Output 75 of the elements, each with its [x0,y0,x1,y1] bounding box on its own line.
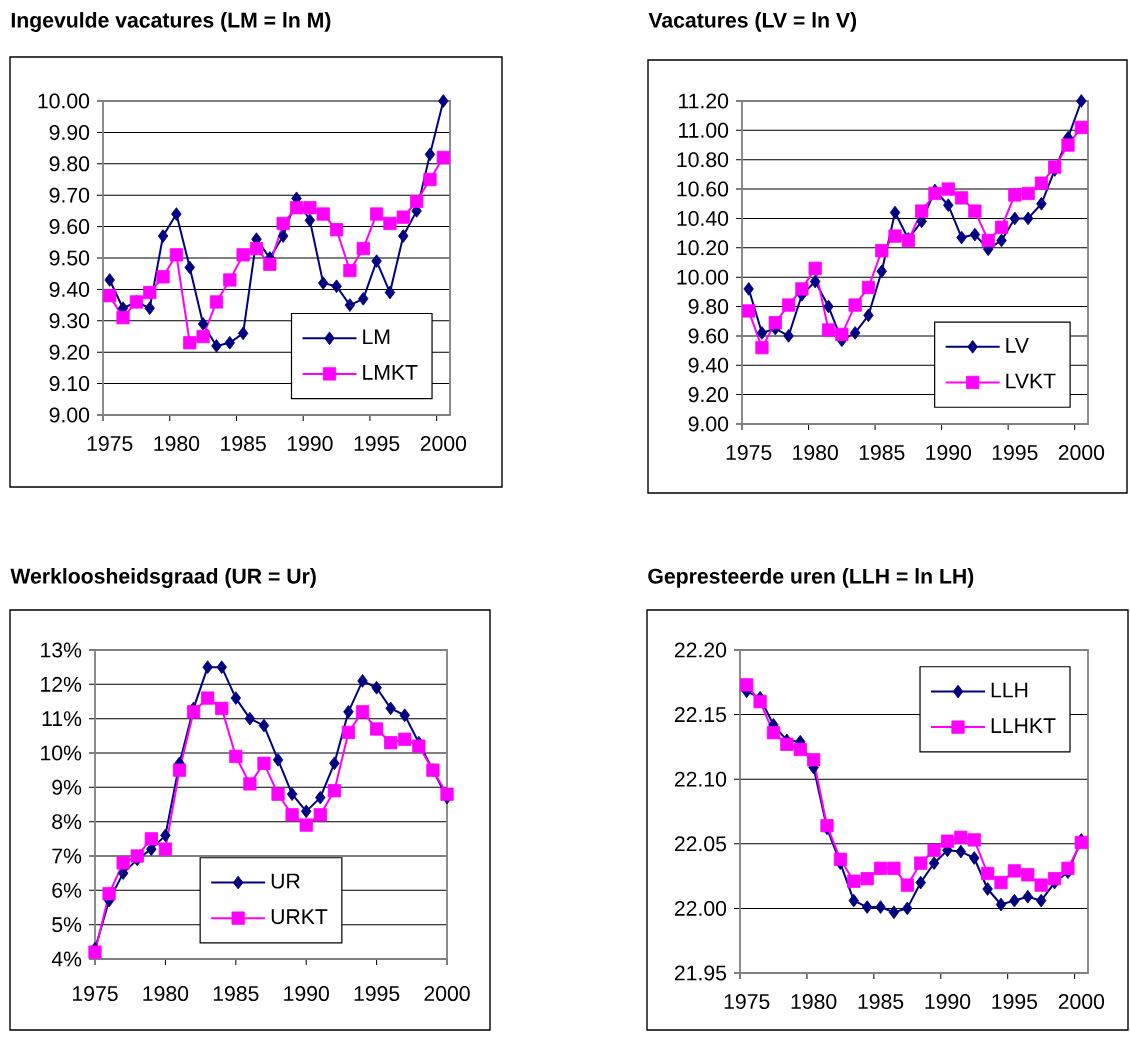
x-tick-label: 1990 [925,994,971,1010]
y-tick-label: 13% [41,642,82,658]
y-tick-label: 9.70 [49,187,90,203]
y-tick-label: 9.30 [49,313,90,329]
chart-title: Werkloosheidsgraad (UR = Ur) [10,568,316,588]
y-tick-label: 9.10 [49,376,90,392]
y-tick-label: 22.05 [674,836,727,852]
x-tick-label: 1975 [73,986,118,1002]
x-tick-label: 1980 [793,445,838,461]
x-tick-label: 1990 [287,436,333,452]
x-tick-label: 1995 [354,986,400,1002]
x-tick-label: 1990 [926,445,972,461]
legend-label: LMKT [363,365,418,380]
legend-label: URKT [271,909,328,925]
y-tick-label: 10.00 [38,93,90,109]
y-tick-label: 22.15 [674,707,727,723]
y-tick-label: 4% [51,951,82,967]
legend-label: LM [363,329,390,345]
x-tick-label: 1995 [354,436,400,452]
y-tick-label: 9.50 [49,250,90,266]
x-tick-label: 2000 [424,986,470,1002]
y-tick-label: 11% [42,711,82,727]
x-tick-label: 1975 [726,445,772,461]
y-tick-label: 11.00 [679,122,729,138]
y-tick-label: 9.20 [49,344,90,360]
x-tick-label: 1995 [992,994,1038,1010]
y-tick-label: 22.20 [674,642,727,658]
x-tick-label: 2000 [1058,994,1105,1010]
y-tick-label: 9.80 [49,156,90,172]
y-tick-label: 9.00 [688,416,729,432]
x-tick-label: 1975 [87,436,133,452]
y-tick-label: 5% [52,917,82,933]
y-tick-label: 9.60 [49,219,90,235]
y-tick-label: 22.10 [674,771,727,787]
legend-label: LLH [991,682,1028,698]
legend-label: UR [271,873,300,889]
y-tick-label: 9% [52,779,82,795]
y-tick-label: 21.95 [674,965,727,981]
chart-title: Vacatures (LV = ln V) [648,12,857,32]
x-tick-label: 1985 [221,436,266,452]
x-tick-label: 1985 [859,445,905,461]
legend-label: LVKT [1006,373,1056,389]
chart-title: Ingevulde vacatures (LM = ln M) [11,12,331,32]
y-tick-label: 10% [41,745,82,761]
y-tick-label: 10.60 [677,181,729,197]
x-tick-label: 1985 [858,994,904,1010]
y-tick-label: 9.40 [49,281,90,297]
x-tick-label: 2000 [420,436,467,452]
y-tick-label: 9.90 [49,124,90,140]
y-tick-label: 10.40 [677,210,729,226]
x-tick-label: 1980 [154,436,200,452]
y-tick-label: 6% [52,882,82,898]
y-tick-label: 10.20 [677,240,729,256]
x-tick-label: 1995 [992,445,1038,461]
x-tick-label: 1985 [213,986,259,1002]
y-tick-label: 12% [41,676,82,692]
x-tick-label: 1975 [724,994,770,1010]
y-tick-label: 11.20 [679,93,729,109]
y-tick-label: 10.80 [677,152,729,168]
x-tick-label: 1980 [791,994,837,1010]
y-tick-label: 8% [52,814,82,830]
y-tick-label: 9.00 [49,407,90,423]
chart-title: Gepresteerde uren (LLH = ln LH) [648,568,974,588]
y-tick-label: 7% [52,848,82,864]
y-tick-label: 9.80 [688,299,729,315]
y-tick-label: 22.00 [674,900,727,916]
y-tick-label: 9.60 [688,328,729,344]
y-tick-label: 10.00 [677,269,729,285]
x-tick-label: 1990 [284,986,329,1002]
legend-label: LV [1006,338,1029,353]
x-tick-label: 2000 [1058,445,1105,461]
y-tick-label: 9.20 [688,387,729,403]
x-tick-label: 1980 [143,986,189,1002]
legend-label: LLHKT [991,718,1056,733]
y-tick-label: 9.40 [688,357,729,373]
